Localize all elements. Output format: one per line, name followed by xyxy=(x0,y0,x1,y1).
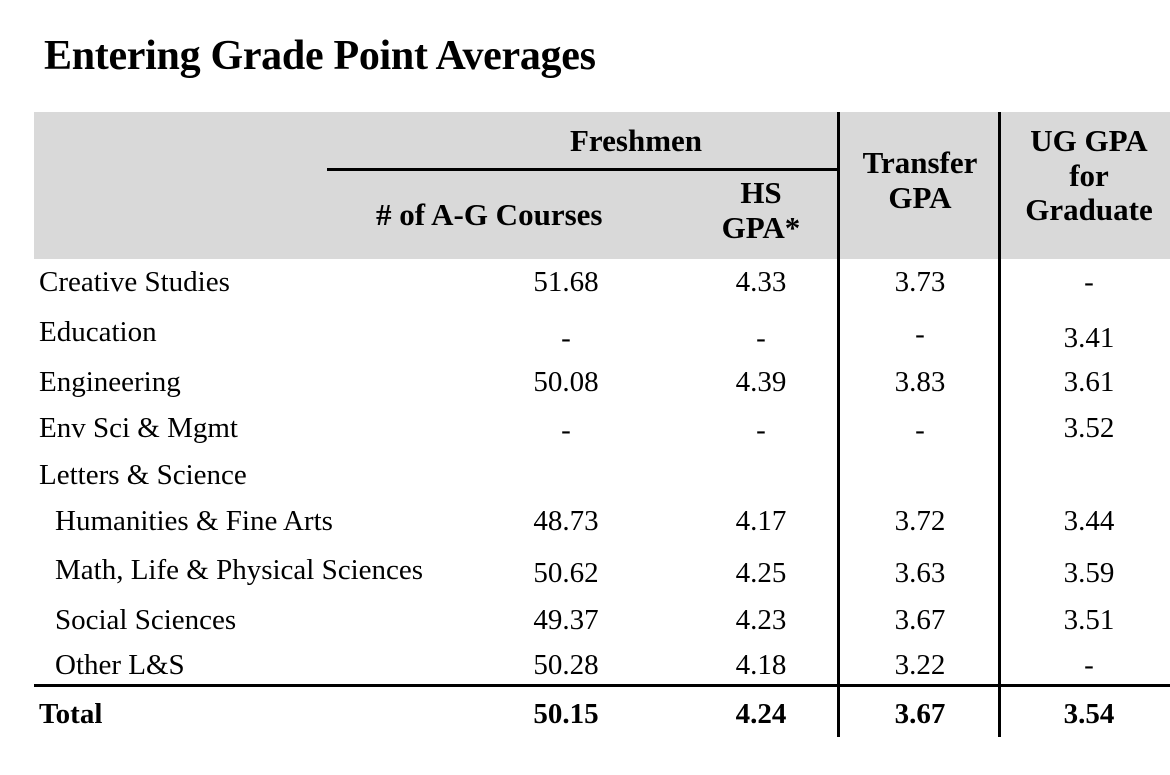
header-transfer-line2: GPA xyxy=(888,179,952,215)
cell-transfer: 3.72 xyxy=(894,505,946,537)
row-label: Math, Life & Physical Sciences xyxy=(55,556,424,585)
total-label: Total xyxy=(39,698,103,730)
cell-hs: 4.39 xyxy=(735,366,787,398)
cell-ug: - xyxy=(1084,649,1094,681)
freshmen-underline xyxy=(327,168,838,171)
header-ug-line2: for xyxy=(1069,157,1109,193)
cell-ag: 50.62 xyxy=(533,557,599,589)
total-rule xyxy=(34,684,1170,687)
cell-hs: 4.33 xyxy=(735,266,787,298)
row-label: Social Sciences xyxy=(55,604,237,636)
cell-ug: 3.41 xyxy=(1063,322,1115,354)
cell-hs: 4.25 xyxy=(735,557,787,589)
cell-ag: - xyxy=(561,322,571,354)
total-transfer: 3.67 xyxy=(894,698,946,730)
cell-ag: - xyxy=(561,414,571,446)
header-ug-line1: UG GPA xyxy=(1030,123,1148,158)
header-freshmen: Freshmen xyxy=(570,123,703,158)
cell-transfer: - xyxy=(915,318,925,350)
cell-transfer: 3.83 xyxy=(894,366,946,398)
cell-transfer: 3.63 xyxy=(894,557,946,589)
cell-ug: 3.51 xyxy=(1063,604,1115,636)
cell-transfer: 3.67 xyxy=(894,604,946,636)
header-hs-gpa-line1: HS xyxy=(740,175,782,210)
cell-ag: 48.73 xyxy=(533,505,599,537)
row-label: Creative Studies xyxy=(39,266,230,298)
cell-ag: 51.68 xyxy=(533,266,599,298)
row-label: Humanities & Fine Arts xyxy=(55,505,333,537)
cell-transfer: 3.73 xyxy=(894,266,946,298)
cell-ag: 50.28 xyxy=(533,649,599,681)
cell-ug: 3.44 xyxy=(1063,505,1115,537)
page-title: Entering Grade Point Averages xyxy=(44,33,596,79)
cell-ag: 49.37 xyxy=(533,604,599,636)
header-transfer-line1: Transfer xyxy=(862,145,978,180)
divider-ug xyxy=(998,112,1001,737)
cell-ug: - xyxy=(1084,266,1094,298)
cell-ug: 3.61 xyxy=(1063,366,1115,398)
header-hs-gpa: HS GPA* xyxy=(718,175,804,245)
row-label: Education xyxy=(39,316,157,348)
cell-transfer: - xyxy=(915,414,925,446)
total-hs: 4.24 xyxy=(735,698,787,730)
header-ag-courses: # of A-G Courses xyxy=(376,197,603,232)
cell-hs: - xyxy=(756,322,766,354)
cell-hs: 4.17 xyxy=(735,505,787,537)
row-label: Other L&S xyxy=(55,649,185,681)
divider-transfer xyxy=(837,112,840,737)
header-ug-gpa: UG GPA for Graduate xyxy=(1012,123,1166,228)
table-header-background xyxy=(34,112,1170,259)
cell-hs: - xyxy=(756,414,766,446)
cell-hs: 4.23 xyxy=(735,604,787,636)
cell-ug: 3.59 xyxy=(1063,557,1115,589)
cell-hs: 4.18 xyxy=(735,649,787,681)
header-ug-line3: Graduate xyxy=(1025,192,1153,228)
header-transfer-gpa: Transfer GPA xyxy=(852,145,988,215)
header-hs-gpa-line2: GPA* xyxy=(721,209,801,245)
group-label: Letters & Science xyxy=(39,459,247,491)
total-ag: 50.15 xyxy=(533,698,599,730)
row-label: Env Sci & Mgmt xyxy=(39,412,238,444)
cell-ag: 50.08 xyxy=(533,366,599,398)
row-label: Engineering xyxy=(39,366,181,398)
total-ug: 3.54 xyxy=(1063,698,1115,730)
cell-transfer: 3.22 xyxy=(894,649,946,681)
cell-ug: 3.52 xyxy=(1063,412,1115,444)
